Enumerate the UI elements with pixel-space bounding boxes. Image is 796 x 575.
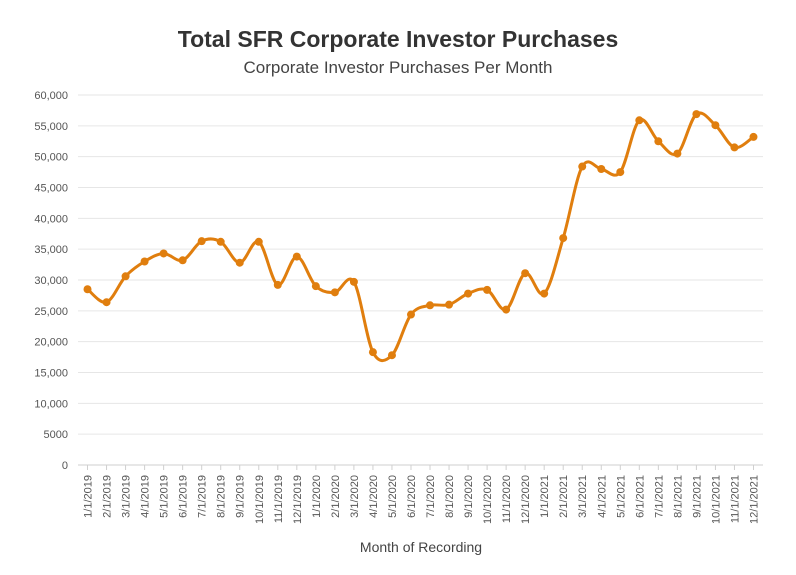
data-point	[445, 300, 454, 309]
x-tick-label: 6/1/2020	[406, 475, 418, 518]
x-tick-label: 2/1/2020	[330, 475, 342, 518]
data-point	[426, 301, 435, 310]
data-point	[406, 310, 415, 319]
y-tick-label: 50,000	[34, 152, 68, 164]
data-point	[692, 110, 701, 119]
data-point	[521, 269, 530, 278]
data-point	[730, 143, 739, 152]
x-tick-label: 6/1/2019	[178, 475, 190, 518]
data-point	[102, 298, 111, 307]
x-tick-label: 3/1/2020	[349, 475, 361, 518]
data-point	[578, 162, 587, 171]
data-point	[673, 149, 682, 158]
series-line	[86, 111, 755, 363]
x-tick-label: 7/1/2021	[653, 475, 665, 518]
x-tick-label: 1/1/2019	[83, 475, 95, 518]
x-tick-label: 8/1/2019	[216, 475, 228, 518]
x-tick-label: 10/1/2019	[254, 475, 266, 524]
data-point	[597, 165, 606, 173]
x-tick-label: 5/1/2019	[159, 475, 171, 518]
y-tick-label: 55,000	[34, 121, 68, 133]
y-tick-label: 20,000	[34, 337, 68, 349]
x-tick-label: 9/1/2020	[463, 475, 475, 518]
y-tick-label: 25,000	[34, 306, 68, 318]
data-point	[349, 277, 358, 286]
x-tick-label: 5/1/2020	[387, 475, 399, 518]
x-tick-label: 12/1/2019	[292, 475, 304, 524]
x-tick-label: 4/1/2021	[596, 475, 608, 518]
data-point	[178, 256, 187, 265]
x-tick-label: 5/1/2021	[615, 475, 627, 518]
x-tick-label: 9/1/2019	[235, 475, 247, 518]
data-point	[464, 289, 473, 298]
x-tick-label: 8/1/2020	[444, 475, 456, 518]
x-tick-label: 10/1/2021	[710, 475, 722, 524]
data-point	[83, 285, 92, 294]
y-tick-label: 5000	[44, 429, 68, 441]
x-tick-label: 11/1/2021	[729, 475, 741, 523]
x-tick-label: 10/1/2020	[482, 475, 494, 524]
data-point	[235, 258, 244, 267]
x-tick-label: 7/1/2019	[197, 475, 209, 518]
data-point	[273, 280, 282, 289]
x-tick-label: 8/1/2021	[672, 475, 684, 518]
x-tick-label: 3/1/2019	[121, 475, 133, 518]
x-tick-label: 4/1/2020	[368, 475, 380, 518]
data-point	[311, 282, 320, 291]
x-tick-label: 9/1/2021	[691, 475, 703, 518]
y-tick-label: 15,000	[34, 368, 68, 380]
y-tick-label: 60,000	[34, 90, 68, 102]
x-tick-label: 6/1/2021	[634, 475, 646, 518]
data-point	[749, 132, 758, 141]
y-tick-label: 40,000	[34, 213, 68, 225]
data-point	[121, 272, 130, 281]
data-point	[559, 234, 568, 243]
x-tick-label: 12/1/2020	[520, 475, 532, 524]
x-tick-label: 12/1/2021	[748, 475, 760, 524]
y-tick-label: 30,000	[34, 275, 68, 287]
y-tick-label: 45,000	[34, 183, 68, 195]
chart-subtitle: Corporate Investor Purchases Per Month	[243, 58, 553, 77]
data-point	[140, 257, 149, 266]
data-point	[635, 116, 644, 125]
data-point	[159, 249, 168, 258]
data-point	[483, 285, 492, 294]
data-point	[711, 121, 720, 130]
y-tick-label: 0	[62, 460, 68, 472]
data-point	[197, 237, 206, 246]
x-tick-label: 2/1/2019	[102, 475, 114, 518]
data-point	[502, 305, 511, 314]
x-tick-label: 11/1/2019	[273, 475, 285, 523]
data-point	[292, 252, 301, 261]
x-tick-label: 1/1/2020	[311, 475, 323, 518]
x-tick-label: 1/1/2021	[539, 475, 551, 518]
data-point	[387, 351, 396, 360]
y-tick-label: 35,000	[34, 244, 68, 256]
chart-title: Total SFR Corporate Investor Purchases	[177, 26, 619, 52]
data-point	[540, 289, 549, 298]
x-tick-label: 11/1/2020	[501, 475, 513, 523]
data-point	[654, 137, 663, 146]
x-tick-label: 3/1/2021	[577, 475, 589, 518]
x-tick-label: 4/1/2019	[140, 475, 152, 518]
data-point	[216, 237, 225, 246]
data-point	[254, 237, 263, 246]
data-point	[616, 168, 625, 177]
x-tick-label: 7/1/2020	[425, 475, 437, 518]
data-point	[330, 288, 339, 297]
y-tick-label: 10,000	[34, 398, 68, 410]
data-point	[368, 348, 377, 357]
x-tick-label: 2/1/2021	[558, 475, 570, 518]
x-axis-label: Month of Recording	[360, 539, 482, 555]
